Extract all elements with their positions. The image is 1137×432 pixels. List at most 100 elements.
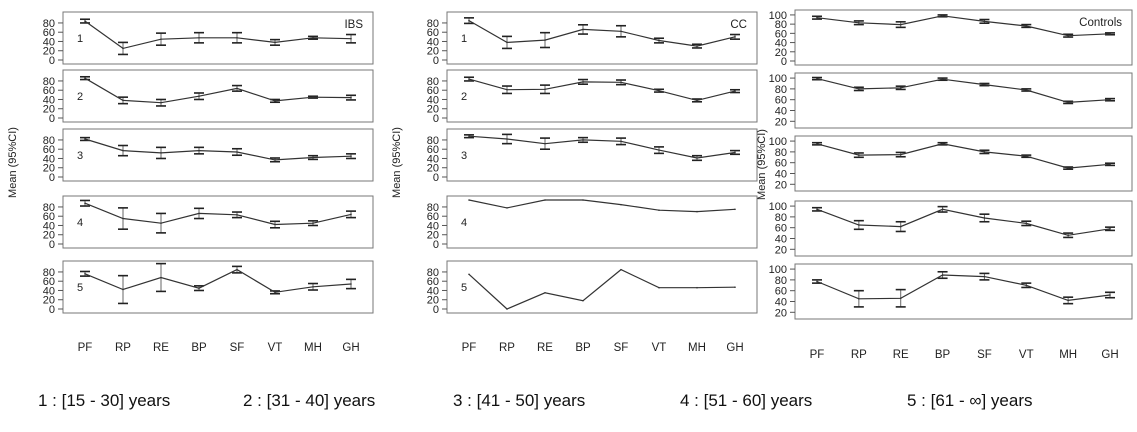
panel-frame [794, 9, 1133, 66]
y-tick-label: 40 [775, 105, 787, 117]
panel-frame [794, 135, 1133, 192]
data-point [734, 151, 736, 154]
data-point [941, 142, 944, 145]
data-point [899, 153, 902, 156]
x-tick-label: BP [935, 349, 951, 361]
x-tick-label: RE [153, 342, 169, 354]
y-tick-label: 60 [775, 95, 787, 107]
panel-frame [446, 195, 758, 249]
data-point [84, 273, 86, 275]
group-label: CC [730, 19, 747, 31]
y-tick-label: 60 [43, 27, 55, 39]
data-point [274, 41, 276, 44]
data-point [544, 88, 546, 91]
y-tick-label: 60 [775, 158, 787, 170]
x-tick-label: RP [115, 342, 131, 354]
data-point [734, 36, 736, 38]
data-point [312, 222, 314, 224]
data-point [544, 39, 546, 41]
data-point [620, 140, 622, 143]
y-tick-label: 80 [427, 18, 439, 30]
data-point [858, 224, 860, 226]
data-point [122, 99, 124, 102]
y-tick-label: 80 [775, 84, 787, 96]
panel-frame [62, 260, 374, 314]
y-tick-label: 0 [49, 239, 55, 251]
y-tick-label: 60 [43, 144, 55, 156]
data-point [1025, 155, 1028, 158]
series-line [816, 78, 1111, 104]
chart-cc: 0204060801020406080202040608030204060804… [391, 11, 758, 354]
panel-band-label: 3 [77, 150, 83, 162]
panel-band-label: 2 [77, 91, 83, 103]
data-point [658, 89, 660, 92]
y-tick-label: 40 [775, 296, 787, 308]
x-tick-label: GH [1101, 349, 1118, 361]
data-point [1067, 167, 1069, 169]
series-line [816, 15, 1111, 37]
y-tick-label: 80 [427, 76, 439, 88]
panel-band-label: 1 [77, 33, 83, 45]
y-tick-label: 40 [43, 36, 55, 48]
data-point [274, 291, 276, 294]
panel-frame [794, 72, 1133, 129]
data-point [816, 77, 818, 80]
data-point [1067, 34, 1069, 37]
data-point [696, 210, 698, 213]
data-point [468, 273, 470, 276]
y-tick-label: 40 [427, 220, 439, 232]
y-tick-label: 60 [43, 211, 55, 223]
chart-ibs: 0204060801020406080202040608030204060804… [7, 11, 374, 354]
y-tick-label: 20 [427, 104, 439, 116]
data-point [734, 90, 736, 92]
y-tick-label: 0 [781, 56, 787, 68]
panel-frame [446, 69, 758, 123]
data-point [468, 19, 470, 22]
series-line [84, 202, 352, 226]
y-tick-label: 0 [433, 113, 439, 125]
y-tick-label: 40 [775, 233, 787, 245]
data-point [696, 99, 698, 102]
data-point [468, 135, 470, 138]
y-tick-label: 20 [43, 230, 55, 242]
x-tick-label: VT [652, 342, 667, 354]
data-point [1109, 98, 1111, 101]
y-tick-label: 0 [433, 304, 439, 316]
data-point [983, 83, 986, 86]
y-tick-label: 60 [427, 27, 439, 39]
x-tick-label: VT [268, 342, 283, 354]
data-point [274, 100, 276, 102]
data-point [620, 30, 622, 33]
data-point [734, 208, 736, 211]
panel-frame [446, 260, 758, 314]
series-line [816, 208, 1111, 236]
data-point [84, 20, 86, 22]
legend-band-5: 5 : [61 - ∞] years [907, 391, 1033, 410]
y-tick-label: 60 [43, 85, 55, 97]
group-label: Controls [1079, 17, 1122, 29]
data-point [582, 28, 584, 31]
panel-band-label: 4 [77, 217, 83, 229]
data-point [198, 287, 200, 289]
data-point [658, 39, 660, 42]
x-tick-label: GH [342, 342, 359, 354]
panel-band-label: 4 [461, 217, 467, 229]
data-point [899, 297, 902, 300]
data-point [160, 38, 162, 40]
x-tick-label: PF [78, 342, 93, 354]
y-tick-label: 80 [427, 267, 439, 279]
data-point [506, 41, 508, 44]
y-tick-label: 80 [43, 202, 55, 214]
y-tick-label: 80 [43, 76, 55, 88]
series-line [84, 77, 352, 104]
figure: 0204060801020406080202040608030204060804… [7, 9, 1133, 361]
series-line [84, 268, 352, 293]
data-point [274, 159, 276, 161]
data-point [816, 16, 818, 19]
data-point [350, 155, 352, 157]
